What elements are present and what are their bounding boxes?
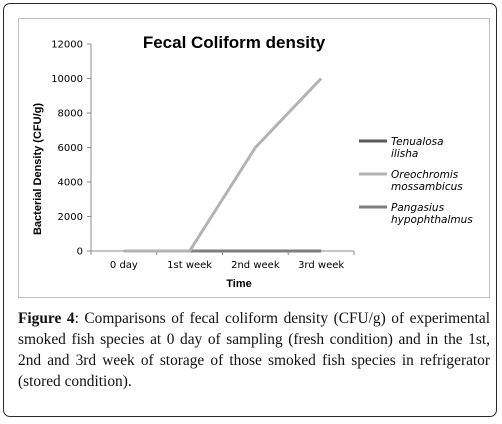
legend-label: Pangasius	[391, 202, 445, 214]
legend-label: Tenualosa	[391, 136, 444, 148]
series-line-1	[123, 77, 323, 253]
y-tick-label: 8000	[58, 109, 83, 120]
y-axis-label: Bacterial Density (CFU/g)	[32, 103, 44, 235]
y-tick-label: 2000	[58, 212, 83, 223]
x-tick-label: 1st week	[167, 260, 212, 271]
legend-label: Oreochromis	[391, 169, 459, 181]
legend-label: mossambicus	[391, 181, 463, 193]
x-tick-label: 3rd week	[298, 260, 344, 271]
line-chart: Fecal Coliform density 0 2000 4000 6000 8000…	[32, 33, 473, 290]
x-tick-label: 2nd week	[231, 260, 280, 271]
axes: 0 2000 4000 6000 8000 10000 12000 0 day 1st week…	[51, 40, 355, 271]
caption-text: : Comparisons of fecal coliform density …	[18, 310, 491, 390]
chart-title: Fecal Coliform density	[143, 33, 326, 52]
x-axis-label: Time	[226, 278, 251, 290]
caption-label: Figure 4	[18, 310, 75, 327]
legend-label: ilisha	[391, 148, 418, 160]
legend-label: hypophthalmus	[391, 214, 473, 226]
y-tick-label: 12000	[51, 40, 83, 51]
y-tick-label: 0	[77, 247, 83, 258]
figure-caption: Figure 4: Comparisons of fecal coliform …	[18, 308, 490, 392]
x-tick-label: 0 day	[110, 260, 138, 271]
chart-area: Fecal Coliform density 0 2000 4000 6000 8000…	[18, 18, 490, 298]
figure-frame: Fecal Coliform density 0 2000 4000 6000 8000…	[3, 3, 497, 417]
y-tick-label: 10000	[51, 74, 83, 85]
y-tick-label: 6000	[58, 143, 83, 154]
series-layer	[123, 77, 323, 253]
y-tick-label: 4000	[58, 178, 83, 189]
